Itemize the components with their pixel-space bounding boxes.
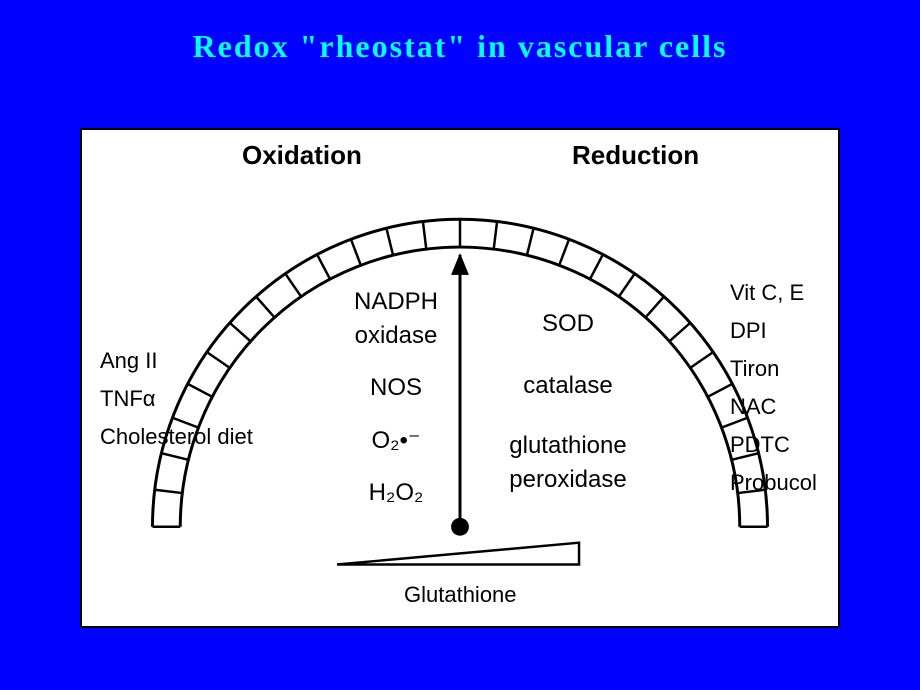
rheostat-diagram: Oxidation Reduction Ang II TNFα Cholestero… — [80, 128, 840, 628]
list-item: O₂•⁻ — [371, 426, 420, 455]
list-item: H₂O₂ — [369, 479, 424, 507]
list-item: PDTC — [730, 432, 817, 458]
list-item: catalase — [523, 372, 612, 400]
glutathione-label: Glutathione — [404, 582, 517, 608]
right-inner-list: SOD catalase glutathione peroxidase — [508, 310, 628, 494]
left-outer-list: Ang II TNFα Cholesterol diet — [100, 348, 253, 450]
list-item: Tiron — [730, 356, 817, 382]
list-item: SOD — [542, 310, 594, 338]
list-item: peroxidase — [509, 466, 626, 494]
list-item: Probucol — [730, 470, 817, 496]
list-item: NADPH — [354, 288, 438, 316]
list-item: oxidase — [355, 322, 438, 350]
list-item: Ang II — [100, 348, 253, 374]
page-title: Redox "rheostat" in vascular cells — [0, 28, 920, 65]
list-item: NAC — [730, 394, 817, 420]
left-inner-list: NADPH oxidase NOS O₂•⁻ H₂O₂ — [336, 288, 456, 507]
list-item: DPI — [730, 318, 817, 344]
list-item: Vit C, E — [730, 280, 817, 306]
reduction-heading: Reduction — [572, 140, 699, 171]
list-item: NOS — [370, 374, 422, 402]
right-outer-list: Vit C, E DPI Tiron NAC PDTC Probucol — [730, 280, 817, 496]
oxidation-heading: Oxidation — [242, 140, 362, 171]
list-item: TNFα — [100, 386, 253, 412]
list-item: Cholesterol diet — [100, 424, 253, 450]
list-item: glutathione — [509, 432, 626, 460]
